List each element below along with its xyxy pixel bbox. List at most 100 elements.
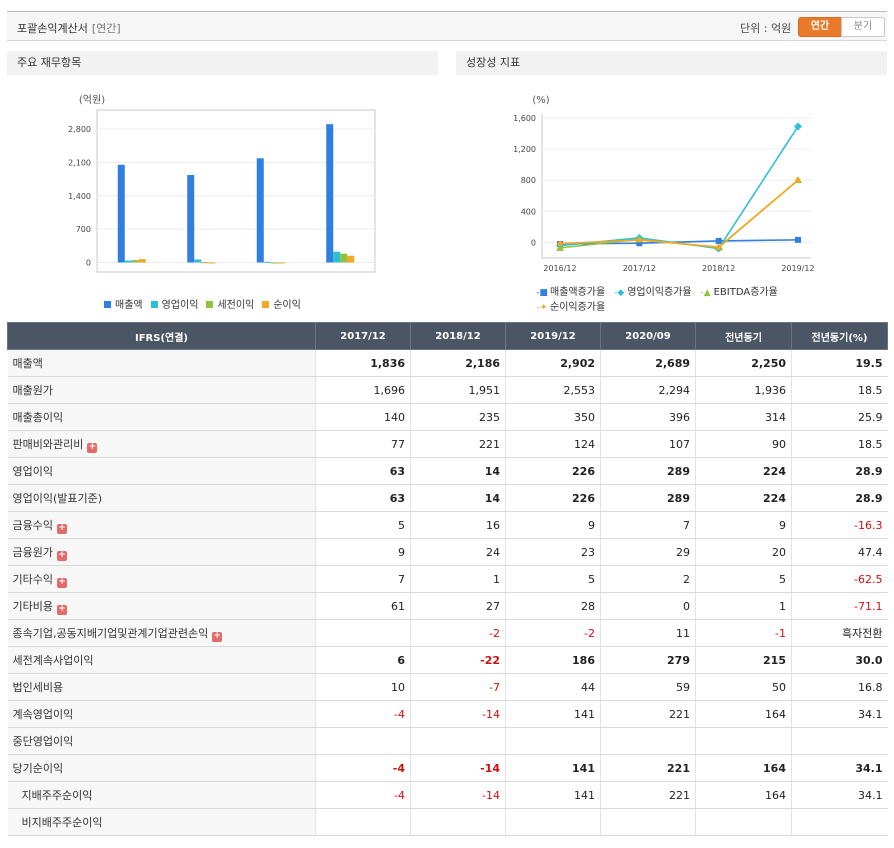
y-tick-label: 1,600 [513, 114, 536, 123]
table-cell: -22 [410, 646, 506, 674]
table-cell: 141 [505, 754, 601, 782]
table-cell: 396 [600, 403, 696, 431]
table-cell: 90 [695, 430, 792, 458]
table-cell: 0 [600, 592, 696, 620]
table-row: 기타비용 +61 27 28 0 1 -71.1 [7, 592, 888, 620]
y-tick-label: 700 [76, 225, 91, 234]
table-cell: -2 [410, 619, 506, 647]
table-cell: 61 [315, 592, 411, 620]
table-cell: -16.3 [791, 511, 888, 539]
row-label: 판매비와관리비 + [7, 430, 316, 458]
y-axis-label: (억원) [79, 94, 105, 106]
row-label-text: 금융수익 [12, 518, 53, 532]
column-header-period: 2018/12 [410, 322, 506, 350]
table-cell [410, 727, 506, 755]
table-cell: 6 [315, 646, 411, 674]
table-cell: 7 [600, 511, 696, 539]
table-cell [315, 808, 411, 836]
row-label-text: 법인세비용 [12, 681, 64, 694]
table-cell: 164 [695, 700, 792, 728]
table-cell: 23 [505, 538, 601, 566]
table-cell [600, 808, 696, 836]
bar-영업이익 [333, 251, 341, 263]
expand-plus-icon[interactable]: + [87, 441, 98, 453]
legend-label: 영업이익증가율 [627, 287, 692, 298]
table-cell: 221 [600, 781, 696, 809]
table-cell: 47.4 [791, 538, 888, 566]
table-cell: 25.9 [791, 403, 888, 431]
bar-세전이익 [340, 253, 348, 263]
table-cell: 2,250 [695, 349, 792, 377]
table-cell: 63 [315, 484, 411, 512]
row-label-text: 세전계속사업이익 [12, 654, 94, 667]
expand-plus-icon[interactable]: + [56, 576, 67, 588]
table-cell: -2 [505, 619, 601, 647]
row-label-text: 중단영업이익 [12, 735, 74, 748]
bar-세전이익 [131, 260, 139, 263]
row-label: 계속영업이익 [7, 700, 316, 728]
table-row: 금융원가 +9 24 23 29 20 47.4 [7, 538, 888, 566]
table-cell [600, 727, 696, 755]
expand-plus-icon[interactable]: + [56, 603, 67, 615]
table-cell: 34.1 [791, 781, 888, 809]
table-cell: 1,951 [410, 376, 506, 404]
legend-label: 매출액증가율 [550, 287, 606, 298]
legend-swatch [262, 301, 270, 308]
table-cell: 34.1 [791, 700, 888, 728]
table-cell: 221 [600, 754, 696, 782]
table-cell [791, 727, 888, 755]
bar-순이익 [347, 255, 355, 263]
table-cell: 2 [600, 565, 696, 593]
expand-plus-icon[interactable]: + [56, 549, 67, 561]
table-cell: 224 [695, 457, 792, 485]
row-label: 지배주주순이익 [7, 781, 316, 809]
series-line-순이익증가율 [559, 179, 799, 248]
table-cell: 흑자전환 [791, 619, 888, 647]
table-row: 종속기업,공동지배기업및관계기업관련손익 + -2 -2 11 -1 흑자전환 [7, 619, 888, 647]
table-cell: 16 [410, 511, 506, 539]
bar-영업이익 [124, 260, 132, 263]
quarterly-toggle-button[interactable]: 분기 [841, 17, 885, 37]
line-chart-svg: (%) 0 400 800 1,200 1,600 2016/12 2017/12 2018/1… [513, 95, 815, 273]
table-cell: 5 [695, 565, 792, 593]
table-cell [695, 808, 792, 836]
table-cell: 9 [695, 511, 792, 539]
legend-swatch [206, 301, 214, 308]
table-cell: -1 [695, 619, 792, 647]
row-label: 당기순이익 [7, 754, 316, 782]
table-cell: 1,696 [315, 376, 411, 404]
table-cell: 29 [600, 538, 696, 566]
legend-label: EBITDA증가율 [713, 287, 778, 298]
table-cell: 59 [600, 673, 696, 701]
table-row: 매출원가 1,696 1,951 2,553 2,294 1,936 18.5 [7, 376, 888, 404]
table-cell: 140 [315, 403, 411, 431]
table-cell [315, 619, 411, 647]
bar-매출액 [117, 164, 125, 263]
legend-marker-icon: -◆ [614, 288, 625, 298]
table-cell: 226 [505, 457, 601, 485]
y-tick-label: 1,200 [513, 145, 536, 154]
table-cell: 77 [315, 430, 411, 458]
table-header-row: IFRS(연결) 2017/12 2018/12 2019/12 2020/09 전년동기… [7, 322, 888, 350]
bar-영업이익 [194, 259, 202, 263]
y-tick-label: 2,800 [68, 125, 91, 134]
table-cell: 14 [410, 484, 506, 512]
table-cell: 279 [600, 646, 696, 674]
table-cell: 289 [600, 457, 696, 485]
row-label-text: 매출총이익 [12, 411, 64, 424]
table-cell: -4 [315, 781, 411, 809]
table-row: 중단영업이익 [7, 727, 888, 755]
annual-toggle-button[interactable]: 연간 [798, 17, 842, 37]
expand-plus-icon[interactable]: + [212, 630, 223, 642]
legend-label: 매출액 [115, 300, 143, 311]
row-label-text: 영업이익(발표기준) [12, 492, 103, 505]
expand-plus-icon[interactable]: + [56, 522, 67, 534]
table-cell: 1,836 [315, 349, 411, 377]
legend-item: -◆ 영업이익증가율 [613, 283, 692, 298]
table-cell: 107 [600, 430, 696, 458]
table-cell: 30.0 [791, 646, 888, 674]
table-cell: -14 [410, 754, 506, 782]
table-cell: 164 [695, 754, 792, 782]
table-row: 매출액 1,836 2,186 2,902 2,689 2,250 19.5 [7, 349, 888, 377]
table-cell: 215 [695, 646, 792, 674]
